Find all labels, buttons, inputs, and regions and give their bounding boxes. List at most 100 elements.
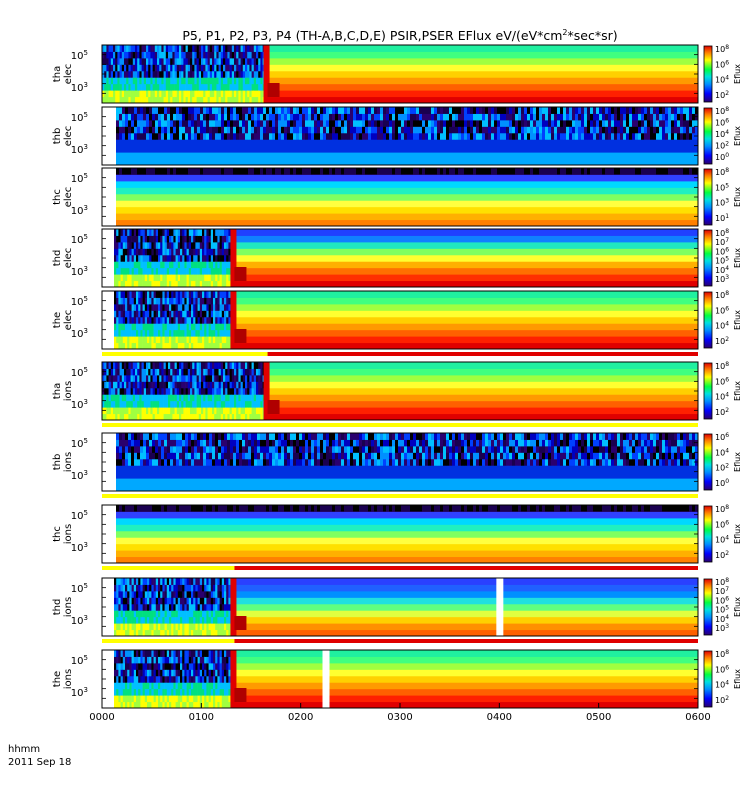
- spectrogram-cell: [220, 304, 223, 311]
- spectrogram-band: [268, 64, 698, 71]
- spectrogram-cell: [440, 120, 443, 127]
- spectrogram-cell: [189, 255, 192, 262]
- spectrogram-cell: [187, 248, 190, 255]
- spectrogram-cell: [296, 505, 299, 511]
- spectrogram-cell: [206, 229, 209, 236]
- spectrogram-cell: [380, 126, 383, 133]
- spectrogram-cell: [575, 433, 578, 440]
- spectrogram-cell: [216, 414, 219, 421]
- spectrogram-cell: [243, 381, 246, 388]
- spectrogram-cell: [125, 452, 128, 459]
- spectrogram-cell: [150, 375, 153, 382]
- spectrogram-cell: [278, 452, 281, 459]
- spectrogram-cell: [299, 107, 302, 114]
- spectrogram-cell: [395, 126, 398, 133]
- spectrogram-cell: [200, 281, 203, 288]
- spectrogram-cell: [446, 133, 449, 140]
- spectrogram-cell: [185, 439, 188, 446]
- colorbar-tick-label: 102: [715, 90, 729, 100]
- spectrogram-cell: [311, 439, 314, 446]
- spectrogram-cell: [242, 113, 245, 120]
- spectrogram-cell: [151, 235, 154, 242]
- spectrogram-cell: [593, 439, 596, 446]
- spectrogram-cell: [172, 381, 175, 388]
- spectrogram-cell: [165, 310, 168, 317]
- spectrogram-cell: [114, 617, 117, 624]
- spectrogram-cell: [121, 604, 124, 611]
- spectrogram-cell: [416, 433, 419, 440]
- spectrogram-cell: [425, 439, 428, 446]
- spectrogram-cell: [187, 336, 190, 343]
- spectrogram-cell: [124, 407, 127, 414]
- spectrogram-cell: [434, 459, 437, 466]
- spectrogram-cell: [155, 126, 158, 133]
- spectrogram-cell: [296, 126, 299, 133]
- spectrogram-cell: [626, 113, 629, 120]
- spectrogram-cell: [158, 452, 161, 459]
- spectrogram-cell: [226, 330, 229, 337]
- spectrogram-cell: [197, 126, 200, 133]
- spectrogram-cell: [180, 281, 183, 288]
- spectrogram-cell: [155, 401, 158, 408]
- spectrogram-cell: [217, 297, 220, 304]
- spectrogram-cell: [425, 126, 428, 133]
- spectrogram-cell: [116, 317, 119, 324]
- spectrogram-cell: [245, 452, 248, 459]
- spectrogram-cell: [176, 248, 179, 255]
- spectrogram-cell: [227, 505, 230, 511]
- spectrogram-cell: [127, 297, 130, 304]
- spectrogram-cell: [362, 168, 365, 174]
- spectrogram-cell: [317, 133, 320, 140]
- spectrogram-cell: [137, 452, 140, 459]
- spectrogram-cell: [139, 407, 142, 414]
- spectrogram-cell: [677, 120, 680, 127]
- spectrogram-cell: [114, 297, 117, 304]
- spectrogram-cell: [659, 505, 662, 511]
- spectrogram-cell: [136, 317, 139, 324]
- spectrogram-cell: [132, 281, 135, 288]
- spectrogram-cell: [461, 459, 464, 466]
- spectrogram-cell: [122, 433, 125, 440]
- spectrogram-cell: [146, 51, 149, 58]
- spectrogram-cell: [168, 64, 171, 71]
- spectrogram-cell: [165, 291, 168, 298]
- spectrogram-cell: [154, 330, 157, 337]
- spectrogram-cell: [494, 433, 497, 440]
- spectrogram-cell: [131, 71, 134, 78]
- spectrogram-cell: [113, 97, 116, 104]
- spectrogram-cell: [150, 64, 153, 71]
- spectrogram-cell: [653, 433, 656, 440]
- spectrogram-cell: [151, 229, 154, 236]
- spectrogram-cell: [252, 64, 255, 71]
- spectrogram-cell: [638, 452, 641, 459]
- spectrogram-cell: [222, 261, 225, 268]
- spectrogram-cell: [188, 107, 191, 114]
- spectrogram-cell: [305, 107, 308, 114]
- spectrogram-cell: [155, 381, 158, 388]
- spectrogram-cell: [143, 433, 146, 440]
- spectrogram-cell: [518, 505, 521, 511]
- spectrogram-cell: [122, 388, 125, 395]
- spectrogram-cell: [114, 336, 117, 343]
- spectrogram-cell: [590, 133, 593, 140]
- spectrogram-cell: [224, 452, 227, 459]
- spectrogram-cell: [199, 401, 202, 408]
- spectrogram-cell: [151, 248, 154, 255]
- spectrogram-cell: [153, 71, 156, 78]
- spectrogram-cell: [266, 107, 269, 114]
- spectrogram-cell: [584, 107, 587, 114]
- spectrogram-cell: [611, 133, 614, 140]
- spectrogram-cell: [491, 107, 494, 114]
- spectrogram-cell: [247, 401, 250, 408]
- spectrogram-cell: [641, 439, 644, 446]
- spectrogram-cell: [377, 168, 380, 174]
- spectrogram-cell: [121, 343, 124, 350]
- spectrogram-cell: [386, 459, 389, 466]
- spectrogram-cell: [173, 126, 176, 133]
- spectrogram-cell: [127, 323, 130, 330]
- spectrogram-cell: [221, 368, 224, 375]
- spectrogram-cell: [239, 433, 242, 440]
- spectrogram-cell: [256, 394, 259, 401]
- spectrogram-cell: [137, 45, 140, 52]
- spectrogram-cell: [473, 113, 476, 120]
